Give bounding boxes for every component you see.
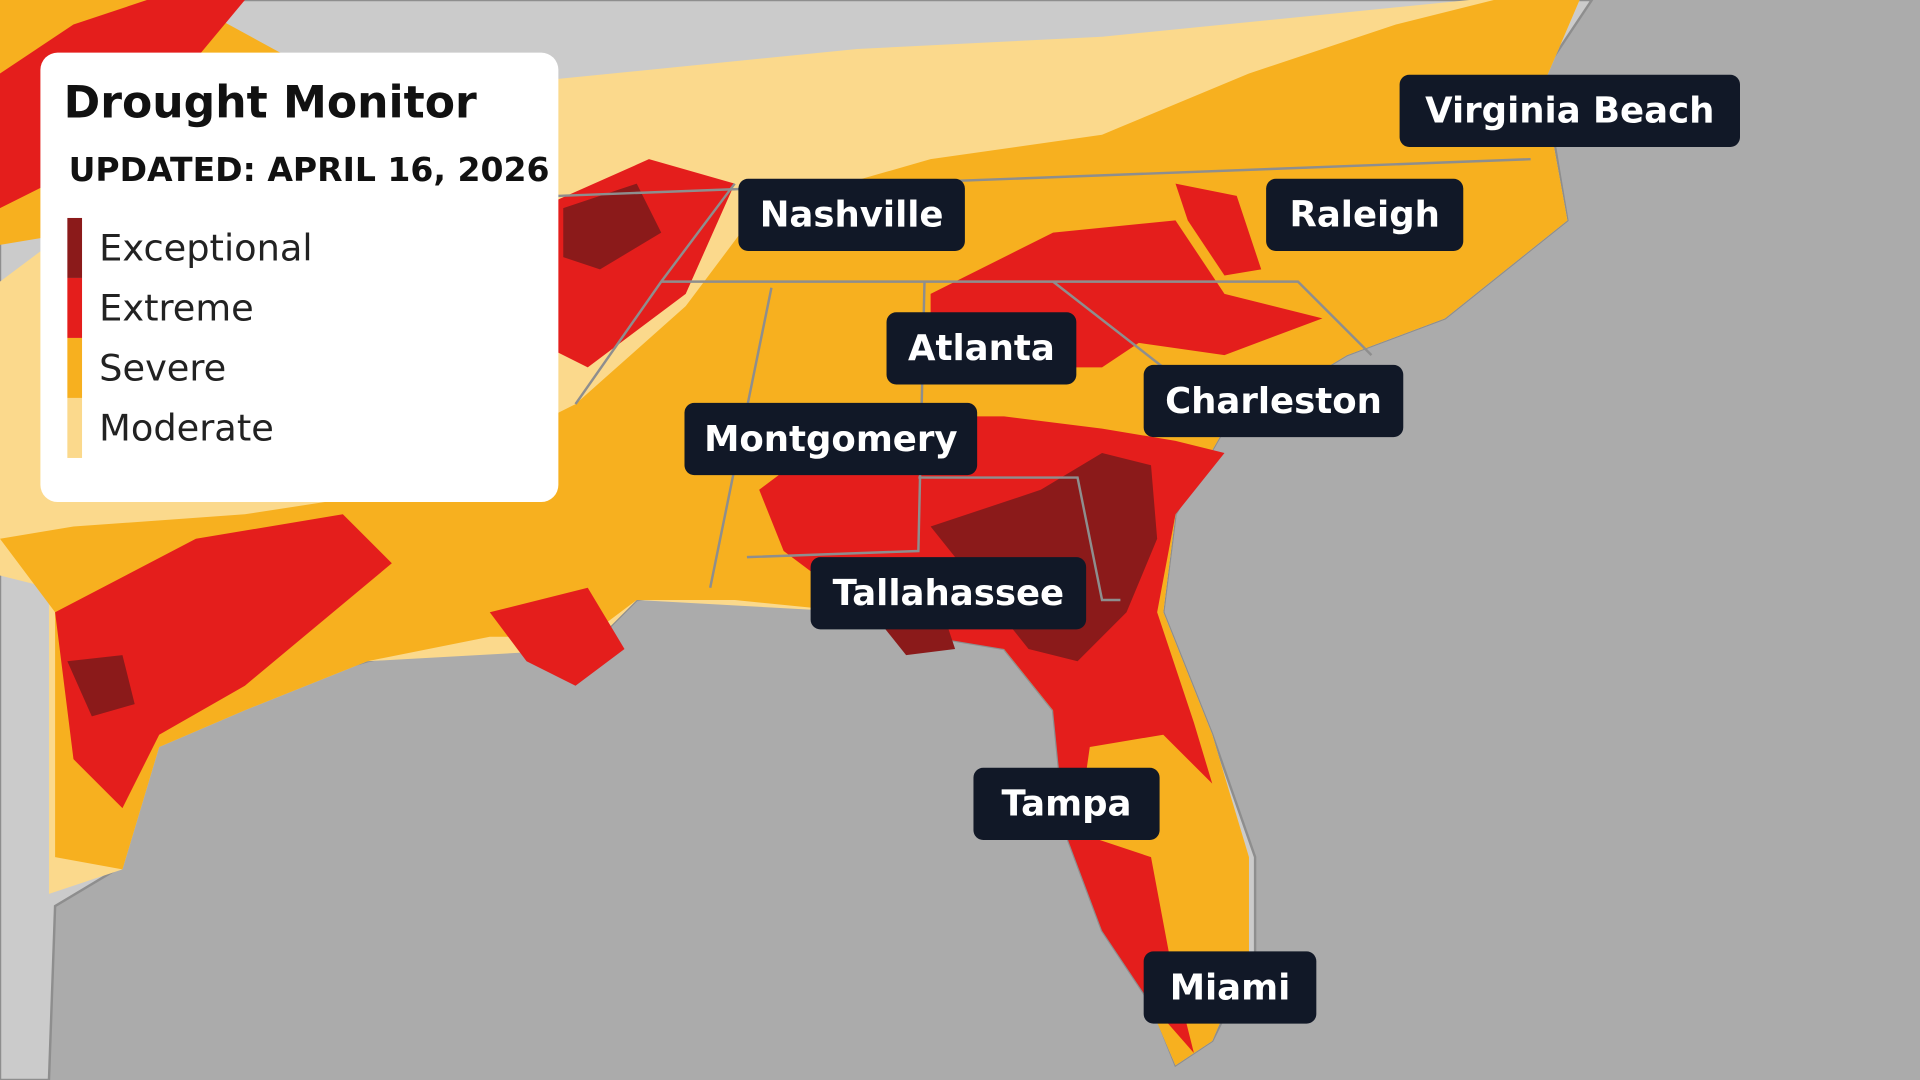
legend-items: Exceptional Extreme Severe Moderate [67,217,313,458]
city-label-box [810,557,1087,630]
legend-box [40,52,559,503]
legend-updated: UPDATED: APRIL 16, 2026 [69,150,550,189]
city-label-box [1143,364,1404,438]
legend-swatch [67,277,83,338]
legend-label: Extreme [99,286,254,329]
legend-swatch [67,337,83,398]
city-label: Nashville [738,178,965,252]
city-label-box [973,767,1160,840]
city-label-box [1266,178,1464,252]
city-label-text: Nashville [760,195,944,236]
city-label-text: Montgomery [704,419,957,460]
city-label-box [886,312,1077,385]
legend-swatch [67,217,83,278]
legend-label: Moderate [99,406,274,449]
legend-label: Severe [99,346,226,389]
city-label: Tampa [973,767,1160,840]
city-label: Charleston [1143,364,1404,438]
city-label-box [1143,951,1317,1024]
legend-title: Drought Monitor [64,77,477,128]
city-label: Atlanta [886,312,1077,385]
city-label-text: Virginia Beach [1425,91,1714,132]
city-label-text: Miami [1170,967,1291,1008]
city-label-text: Charleston [1165,381,1382,422]
city-label-text: Raleigh [1289,195,1439,236]
city-label-text: Tampa [1002,784,1132,825]
legend: Drought Monitor UPDATED: APRIL 16, 2026 … [40,52,559,503]
city-label: Miami [1143,951,1317,1024]
city-label-box [738,178,965,252]
city-label-box [684,402,978,476]
city-label-box [1399,74,1740,147]
drought-exceptional [67,183,1158,717]
city-label: Raleigh [1266,178,1464,252]
legend-swatch [67,397,83,458]
city-label-text: Tallahassee [833,573,1065,614]
city-label: Virginia Beach [1399,74,1740,147]
city-label: Montgomery [684,402,978,476]
city-label-text: Atlanta [908,328,1055,369]
city-label: Tallahassee [810,557,1087,630]
legend-label: Exceptional [99,226,312,269]
city-labels: Virginia Beach Nashville Raleigh Atlanta Cha… [684,74,1740,1024]
